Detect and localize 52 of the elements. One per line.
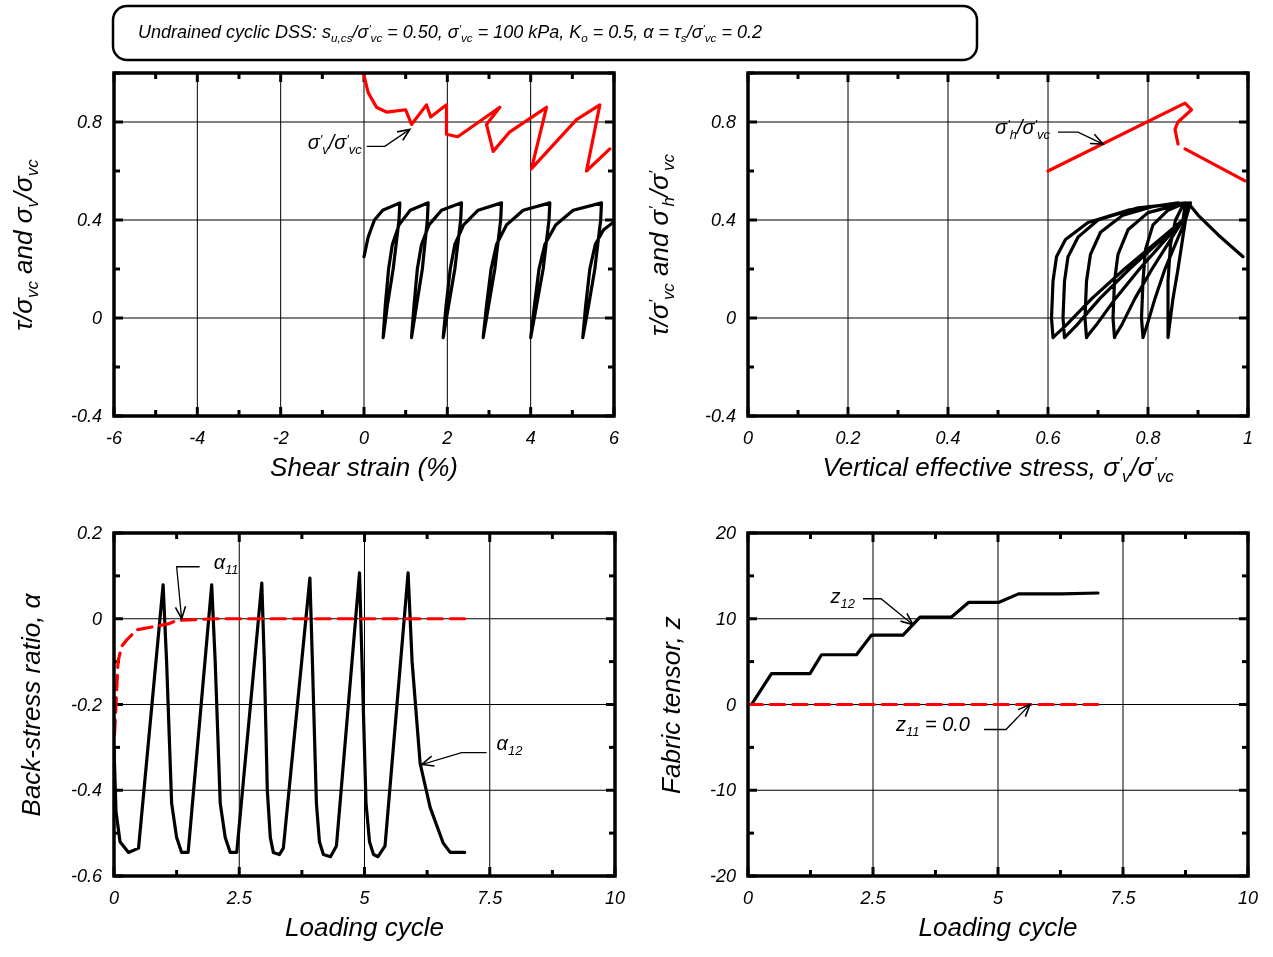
line-series — [362, 73, 612, 173]
x-axis-title: Loading cycle — [918, 912, 1078, 942]
y-tick-label: 0 — [91, 608, 102, 629]
y-tick-label: 0.4 — [710, 210, 736, 230]
annotation: α$_{12}$ — [496, 731, 524, 758]
x-tick-label: 0 — [358, 428, 370, 448]
x-tick-label: 5 — [992, 888, 1004, 908]
x-tick-label: 0 — [108, 888, 120, 908]
y-tick-label: 0 — [725, 308, 736, 328]
y-tick-label: 0 — [91, 308, 102, 328]
x-tick-label: 4 — [525, 428, 536, 448]
x-tick-label: 0.8 — [1135, 428, 1161, 448]
x-tick-label: 2.5 — [859, 888, 887, 908]
y-tick-label: -10 — [709, 780, 736, 801]
x-tick-label: 0.4 — [935, 428, 961, 448]
annotation: z$_{11}$ = 0.0 — [894, 712, 970, 739]
x-tick-label: 10 — [604, 888, 626, 908]
x-tick-label: 5 — [359, 888, 371, 908]
annotation: z$_{12}$ — [829, 584, 856, 611]
y-tick-label: 0.8 — [76, 112, 102, 132]
x-tick-label: 6 — [608, 428, 620, 448]
x-tick-label: 2 — [441, 428, 453, 448]
y-tick-label: -0.2 — [70, 694, 102, 715]
y-tick-label: 20 — [714, 523, 736, 543]
x-tick-label: 7.5 — [1110, 888, 1137, 908]
y-tick-label: 0 — [725, 694, 736, 715]
y-tick-label: -0.4 — [70, 406, 102, 426]
x-tick-label: 0.2 — [835, 428, 861, 448]
x-tick-label: 0 — [742, 888, 754, 908]
y-axis-title: Fabric tensor, z — [656, 616, 686, 794]
y-tick-label: 0.4 — [76, 210, 102, 230]
x-tick-label: 0 — [742, 428, 754, 448]
x-axis-title: Loading cycle — [285, 912, 444, 942]
x-tick-label: 0.6 — [1035, 428, 1062, 448]
y-tick-label: 0.2 — [76, 523, 102, 543]
y-tick-label: -0.4 — [70, 780, 102, 801]
y-tick-label: -0.6 — [70, 866, 103, 886]
x-tick-label: 2.5 — [225, 888, 253, 908]
y-tick-label: 0.8 — [710, 112, 736, 132]
annotation: α$_{11}$ — [213, 550, 239, 577]
x-tick-label: -4 — [189, 428, 206, 448]
x-tick-label: -6 — [105, 428, 123, 448]
x-tick-label: 7.5 — [477, 888, 504, 908]
x-tick-label: 10 — [1237, 888, 1259, 908]
y-tick-label: 10 — [715, 608, 736, 629]
x-axis-title: Shear strain (%) — [270, 452, 458, 482]
x-tick-label: 1 — [1242, 428, 1254, 448]
y-tick-label: -0.4 — [704, 406, 736, 426]
y-axis-title: Back-stress ratio, α — [16, 592, 46, 817]
y-tick-label: -20 — [709, 866, 736, 886]
chart-title: Undrained cyclic DSS: s$_{u,cs}$/σ$^{'}$$_{vc}$ = 0.50, σ$^{'}$$_{vc}$ = 100 kPa, K$_{o}$ = 0.5, α = τ$_{s}$/σ$^{'}$$_{vc}$ = 0.2 — [138, 22, 762, 45]
x-tick-label: -2 — [272, 428, 289, 448]
